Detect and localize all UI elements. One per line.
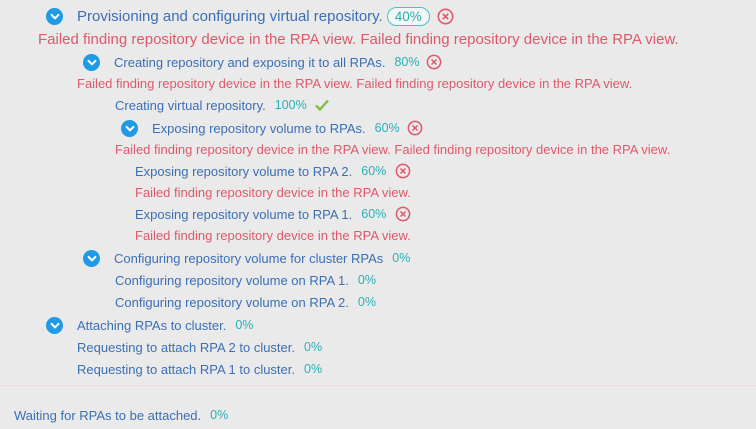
error-message: Failed finding repository device in the … — [135, 181, 411, 203]
error-text: Failed finding repository device in the … — [135, 184, 411, 200]
task-label: Waiting for RPAs to be attached. — [14, 407, 202, 423]
error-message: Failed finding repository device in the … — [77, 72, 632, 94]
error-text: Failed finding repository device in the … — [115, 141, 671, 157]
chevron-down-icon[interactable] — [121, 119, 138, 137]
task-label: Configuring repository volume on RPA 2. — [115, 294, 349, 310]
chevron-down-icon[interactable] — [46, 316, 63, 334]
progress-text: 0% — [392, 251, 411, 265]
task-creating-virtual: Creating virtual repository. 100% — [115, 94, 330, 116]
task-label: Creating repository and exposing it to a… — [114, 54, 386, 70]
error-circle-icon — [395, 163, 411, 179]
chevron-down-icon[interactable] — [46, 7, 63, 25]
task-configuring-rpa1: Configuring repository volume on RPA 1. … — [115, 269, 376, 291]
error-text: Failed finding repository device in the … — [38, 30, 679, 48]
task-label: Exposing repository volume to RPA 2. — [135, 163, 353, 179]
task-requesting-rpa1: Requesting to attach RPA 1 to cluster. 0… — [77, 358, 322, 380]
task-label: Requesting to attach RPA 2 to cluster. — [77, 339, 295, 355]
task-label: Configuring repository volume on RPA 1. — [115, 272, 349, 288]
progress-text: 80% — [394, 55, 420, 69]
task-label: Configuring repository volume for cluste… — [114, 250, 384, 266]
error-circle-icon — [437, 8, 454, 25]
task-configuring-rpa2: Configuring repository volume on RPA 2. … — [115, 291, 376, 313]
progress-text: 0% — [357, 295, 376, 309]
error-circle-icon — [426, 54, 442, 70]
progress-text: 100% — [274, 98, 307, 112]
task-attaching: Attaching RPAs to cluster. 0% — [46, 314, 253, 336]
chevron-down-icon[interactable] — [83, 53, 100, 71]
error-text: Failed finding repository device in the … — [77, 75, 633, 91]
task-exposing-rpa2: Exposing repository volume to RPA 2. 60% — [135, 160, 411, 182]
task-label: Exposing repository volume to RPA 1. — [135, 206, 353, 222]
progress-text: 60% — [361, 207, 387, 221]
task-label: Attaching RPAs to cluster. — [77, 317, 227, 333]
checkmark-icon — [314, 98, 330, 112]
progress-text: 0% — [235, 318, 254, 332]
task-configuring-cluster: Configuring repository volume for cluste… — [83, 247, 410, 269]
progress-text: 60% — [374, 121, 400, 135]
error-circle-icon — [395, 206, 411, 222]
error-message: Failed finding repository device in the … — [115, 138, 670, 160]
task-exposing-rpa1: Exposing repository volume to RPA 1. 60% — [135, 203, 411, 225]
progress-text: 0% — [210, 408, 229, 422]
chevron-down-icon[interactable] — [83, 249, 100, 267]
error-text: Failed finding repository device in the … — [135, 227, 411, 243]
progress-text: 0% — [357, 273, 376, 287]
task-requesting-rpa2: Requesting to attach RPA 2 to cluster. 0… — [77, 336, 322, 358]
task-label: Requesting to attach RPA 1 to cluster. — [77, 361, 295, 377]
progress-badge: 40% — [386, 6, 430, 26]
error-message: Failed finding repository device in the … — [38, 28, 679, 50]
task-exposing-volume: Exposing repository volume to RPAs. 60% — [121, 117, 423, 139]
task-waiting: Waiting for RPAs to be attached. 0% — [14, 404, 228, 426]
task-label: Creating virtual repository. — [115, 97, 266, 113]
progress-text: 0% — [304, 362, 323, 376]
progress-text: 60% — [361, 164, 387, 178]
progress-text: 0% — [304, 340, 323, 354]
task-creating-exposing: Creating repository and exposing it to a… — [83, 51, 442, 73]
task-label: Exposing repository volume to RPAs. — [152, 120, 366, 136]
error-message: Failed finding repository device in the … — [135, 224, 411, 246]
divider — [0, 385, 756, 386]
error-circle-icon — [407, 120, 423, 136]
task-provisioning: Provisioning and configuring virtual rep… — [46, 4, 454, 28]
task-label: Provisioning and configuring virtual rep… — [77, 7, 383, 25]
